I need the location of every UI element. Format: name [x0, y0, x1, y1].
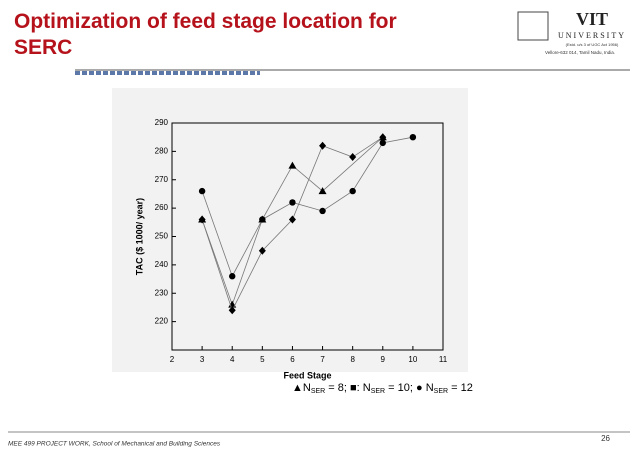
data-point [288, 161, 297, 169]
legend-part: = 10; ● N [385, 382, 434, 394]
data-point [409, 133, 417, 141]
logo: VIT UNIVERSITY (Estd. u/s 3 of UGC Act 1… [517, 9, 626, 55]
x-tick-label: 7 [320, 355, 325, 364]
x-tick-label: 5 [260, 355, 265, 364]
y-tick-label: 260 [155, 203, 169, 212]
slide-title: Optimization of feed stage location for S… [14, 10, 397, 59]
logo-line: Vellore-632 014, Tamil Nadu, India. [545, 50, 615, 55]
data-point [289, 199, 296, 206]
legend-part: SER [434, 388, 448, 395]
data-point [229, 273, 236, 280]
series-line [201, 136, 413, 278]
data-point [349, 187, 356, 195]
legend-part: SER [311, 388, 325, 395]
x-tick-label: 8 [350, 355, 355, 364]
logo-line: (Estd. u/s 3 of UGC Act 1956) [566, 42, 619, 47]
x-tick-label: 9 [381, 355, 386, 364]
y-tick-label: 250 [155, 232, 169, 241]
x-tick-label: 4 [230, 355, 235, 364]
data-point [318, 187, 327, 195]
data-point [259, 216, 266, 223]
y-tick-label: 290 [155, 118, 169, 127]
chart: 2 3 4 5 6 7 8 9 10 11 220 230 240 250 260 270 280 290 Feed… [134, 118, 472, 395]
logo-emblem [517, 11, 549, 41]
data-point [258, 246, 266, 255]
data-point [349, 153, 357, 162]
x-tick-label: 11 [439, 355, 448, 364]
x-tick-label: 2 [170, 355, 175, 364]
x-tick-label: 3 [200, 355, 205, 364]
legend-part: = 8; ■: N [325, 382, 371, 394]
data-point [319, 207, 326, 215]
y-tick-label: 230 [155, 288, 169, 297]
footer: MEE 499 PROJECT WORK, School of Mechanic… [8, 441, 221, 448]
data-point [288, 215, 296, 224]
y-tick-label: 240 [155, 260, 169, 269]
data-point [228, 306, 236, 315]
logo-name: VIT [576, 9, 608, 29]
data-point [379, 139, 386, 147]
legend-part: SER [371, 388, 385, 395]
y-axis-label: TAC ($ 1000/ year) [134, 198, 144, 275]
data-point [379, 133, 387, 142]
x-tick-label: 6 [290, 355, 295, 364]
y-tick-label: 280 [155, 146, 169, 155]
x-tick-label: 10 [408, 355, 417, 364]
page-number: 26 [601, 434, 610, 443]
y-tick-label: 220 [155, 317, 169, 326]
data-point [198, 187, 206, 195]
y-tick-label: 270 [155, 175, 169, 184]
x-axis-label: Feed Stage [283, 370, 331, 380]
legend-part: = 12 [448, 382, 473, 394]
data-point [198, 215, 206, 224]
chart-background [112, 88, 468, 372]
legend: ▲NSER = 8; ■: NSER = 10; ● NSER = 12 [292, 382, 473, 395]
legend-part: ▲N [292, 382, 311, 394]
series-line [201, 136, 384, 306]
logo-subtitle: UNIVERSITY [558, 31, 626, 40]
data-point [319, 141, 327, 150]
